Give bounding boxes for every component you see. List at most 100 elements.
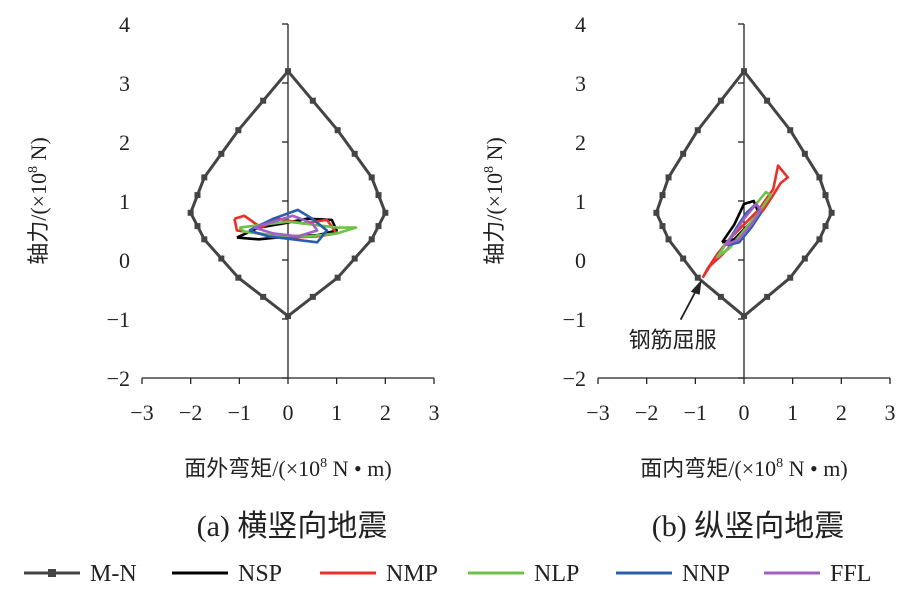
x-tick-label: 0 — [739, 400, 750, 425]
legend-item-ffl: FFL — [764, 561, 871, 587]
mn-point-marker — [665, 236, 672, 243]
mn-point-marker — [659, 192, 666, 199]
mn-point-marker — [741, 68, 747, 75]
legend-marker — [48, 569, 56, 577]
legend-item-nlp: NLP — [468, 561, 579, 587]
mn-point-marker — [375, 192, 382, 199]
mn-point-marker — [260, 293, 267, 300]
annotation-arrow-head — [690, 279, 702, 295]
mn-point-marker — [694, 127, 701, 134]
mn-point-marker — [351, 150, 358, 157]
x-axis-label-exponent: 8 — [776, 456, 783, 471]
series-line-nmp — [701, 164, 790, 279]
annotation-label: 钢筋屈服 — [629, 328, 717, 353]
mn-point-marker — [351, 255, 358, 262]
x-axis-label-main: 面外弯矩/(×10 — [184, 456, 320, 481]
mn-point-marker — [764, 97, 771, 104]
x-tick-label: −2 — [635, 400, 658, 425]
mn-point-marker — [334, 274, 341, 281]
x-tick-label: −1 — [684, 400, 707, 425]
mn-point-marker — [741, 313, 747, 320]
x-axis-label: 面内弯矩/(×108 N • m) — [640, 456, 847, 481]
mn-point-marker — [828, 209, 835, 216]
y-axis-label-main: 轴力/(×10 — [26, 173, 51, 265]
mn-point-marker — [285, 313, 291, 320]
legend-item-nmp: NMP — [320, 561, 438, 587]
mn-point-marker — [201, 236, 208, 243]
y-axis-label-exponent: 8 — [482, 166, 497, 173]
mn-point-marker — [764, 293, 771, 300]
y-tick-label: 4 — [119, 12, 130, 37]
x-tick-label: −3 — [130, 400, 153, 425]
mn-point-marker — [801, 255, 808, 262]
y-tick-label: −2 — [107, 366, 130, 391]
y-tick-label: 1 — [575, 189, 586, 214]
x-axis-label-unit: N • m) — [783, 456, 848, 481]
mn-point-marker — [235, 127, 242, 134]
y-tick-label: 3 — [119, 71, 130, 96]
legend-label: NSP — [238, 561, 282, 587]
mn-point-marker — [717, 293, 724, 300]
y-axis-label-main: 轴力/(×10 — [482, 173, 507, 265]
mn-point-marker — [822, 192, 829, 199]
y-tick-label: −1 — [107, 307, 130, 332]
x-tick-label: −2 — [179, 400, 202, 425]
series-line-ffl — [253, 214, 319, 238]
y-tick-label: 1 — [119, 189, 130, 214]
legend-item-m-n: M-N — [24, 561, 137, 587]
mn-point-marker — [368, 174, 375, 181]
mn-point-marker — [375, 223, 382, 230]
y-axis-label-unit: N) — [482, 137, 507, 166]
x-tick-label: −1 — [228, 400, 251, 425]
mn-point-marker — [787, 274, 794, 281]
mn-point-marker — [801, 150, 808, 157]
legend-label: M-N — [90, 561, 137, 587]
mn-point-marker — [787, 127, 794, 134]
legend-label: NLP — [534, 561, 579, 587]
mn-point-marker — [218, 150, 225, 157]
mn-point-marker — [309, 293, 316, 300]
mn-point-marker — [659, 223, 666, 230]
mn-point-marker — [816, 236, 823, 243]
mn-point-marker — [334, 127, 341, 134]
x-tick-label: 1 — [787, 400, 798, 425]
x-tick-label: 3 — [885, 400, 896, 425]
y-axis-label: 轴力/(×108 N) — [26, 137, 51, 265]
panel-caption: (b) 纵竖向地震 — [652, 510, 844, 543]
x-axis-label-exponent: 8 — [320, 456, 327, 471]
panel-caption: (a) 横竖向地震 — [197, 510, 388, 543]
mn-point-marker — [816, 174, 823, 181]
mn-point-marker — [694, 274, 701, 281]
x-tick-label: 1 — [331, 400, 342, 425]
legend-label: FFL — [830, 561, 871, 587]
mn-point-marker — [665, 174, 672, 181]
legend-item-nnp: NNP — [616, 561, 730, 587]
series-line-nnp — [248, 208, 329, 244]
y-axis-label-unit: N) — [26, 137, 51, 166]
y-tick-label: 0 — [575, 248, 586, 273]
legend-item-nsp: NSP — [172, 561, 282, 587]
legend: M-N NSP NMP NLP NNP FFL — [24, 561, 871, 587]
mn-point-marker — [653, 209, 660, 216]
x-axis-label-unit: N • m) — [327, 456, 392, 481]
mn-point-marker — [680, 255, 687, 262]
mn-point-marker — [260, 97, 267, 104]
mn-point-marker — [717, 97, 724, 104]
mn-point-marker — [309, 97, 316, 104]
y-tick-label: 2 — [575, 130, 586, 155]
x-tick-label: 2 — [380, 400, 391, 425]
mn-point-marker — [368, 236, 375, 243]
x-axis-label: 面外弯矩/(×108 N • m) — [184, 456, 391, 481]
y-tick-label: 0 — [119, 248, 130, 273]
x-tick-label: −3 — [586, 400, 609, 425]
mn-point-marker — [822, 223, 829, 230]
y-tick-label: −2 — [563, 366, 586, 391]
legend-label: NMP — [386, 561, 438, 587]
mn-point-marker — [201, 174, 208, 181]
series-line-ffl — [723, 202, 763, 247]
